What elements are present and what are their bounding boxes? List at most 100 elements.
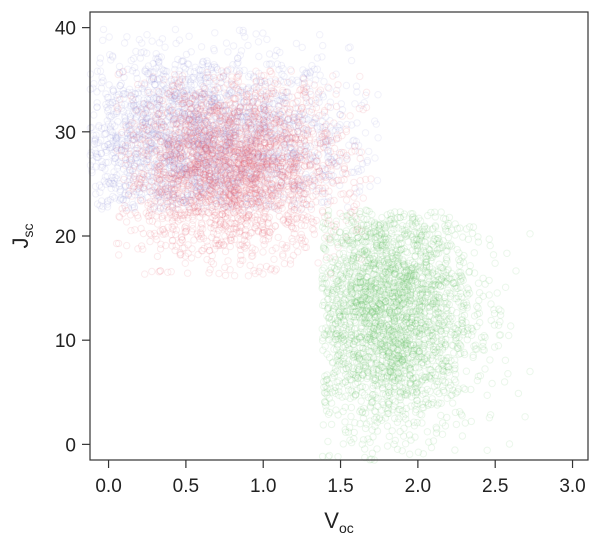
data-point — [162, 139, 171, 148]
data-point — [209, 137, 218, 145]
data-point — [231, 102, 239, 110]
data-point — [234, 58, 242, 67]
data-point — [173, 177, 182, 185]
data-point — [183, 157, 192, 165]
data-point — [103, 93, 112, 102]
data-point — [275, 212, 284, 220]
data-point — [229, 60, 237, 69]
data-point — [90, 140, 99, 148]
data-point — [188, 141, 196, 149]
data-point — [336, 121, 344, 129]
data-point — [212, 63, 221, 72]
data-point — [199, 71, 207, 79]
data-point — [232, 67, 241, 75]
data-point — [264, 118, 272, 126]
data-point — [155, 110, 163, 118]
data-point — [128, 100, 136, 108]
data-point — [303, 69, 311, 78]
data-point — [152, 116, 160, 125]
data-point — [146, 131, 154, 140]
data-point — [229, 179, 237, 188]
data-point — [139, 111, 147, 119]
data-point — [181, 110, 189, 118]
data-point — [208, 185, 216, 193]
data-point — [217, 150, 225, 159]
data-point — [106, 125, 114, 133]
data-point — [302, 126, 311, 134]
data-point — [117, 145, 125, 153]
data-point — [209, 160, 218, 168]
data-point — [194, 140, 202, 149]
data-point — [282, 96, 290, 105]
data-point — [122, 218, 131, 226]
data-point — [355, 187, 364, 195]
data-point — [121, 112, 129, 120]
data-point — [262, 154, 270, 163]
data-point — [255, 69, 263, 78]
data-point — [188, 104, 196, 113]
data-point — [106, 180, 114, 188]
data-point — [216, 93, 224, 102]
data-point — [232, 165, 240, 173]
data-point — [221, 169, 229, 178]
data-point — [148, 130, 157, 139]
data-point — [177, 126, 185, 134]
data-point — [139, 114, 147, 122]
data-point — [118, 68, 127, 76]
data-point — [183, 177, 191, 185]
data-point — [276, 171, 284, 179]
data-point — [151, 81, 159, 89]
data-point — [290, 112, 298, 121]
data-point — [277, 118, 285, 126]
data-point — [264, 78, 272, 87]
data-point — [227, 138, 235, 147]
data-point — [199, 136, 207, 145]
data-point — [88, 166, 96, 174]
data-point — [111, 158, 119, 166]
data-point — [183, 200, 191, 209]
data-point — [175, 70, 183, 79]
data-point — [196, 93, 204, 101]
data-point — [288, 149, 296, 158]
data-point — [111, 154, 119, 163]
data-point — [333, 122, 342, 131]
data-point — [126, 102, 134, 110]
data-point — [241, 149, 250, 157]
data-point — [171, 60, 179, 69]
data-point — [316, 123, 324, 131]
data-point — [263, 60, 271, 69]
data-point — [238, 206, 247, 214]
data-point — [161, 182, 170, 191]
data-point — [96, 59, 104, 67]
data-point — [312, 76, 320, 84]
data-point — [201, 144, 210, 152]
data-point — [188, 142, 197, 151]
data-point — [204, 133, 212, 141]
data-point — [165, 93, 174, 102]
data-point — [108, 52, 117, 60]
data-point — [248, 147, 257, 156]
data-point — [216, 154, 224, 162]
data-point — [207, 144, 215, 153]
data-point — [229, 204, 237, 213]
data-point — [235, 70, 244, 78]
data-point — [204, 94, 213, 103]
data-point — [131, 147, 140, 155]
data-point — [112, 91, 121, 100]
data-point — [158, 190, 166, 199]
data-point — [231, 128, 240, 136]
data-point — [260, 118, 268, 126]
data-point — [170, 95, 178, 103]
data-point — [208, 158, 216, 166]
data-point — [236, 173, 244, 181]
data-point — [179, 57, 188, 65]
data-point — [190, 97, 198, 106]
data-point — [290, 164, 298, 172]
data-point — [262, 165, 270, 173]
data-point — [170, 100, 178, 109]
data-point — [250, 94, 258, 102]
data-point — [320, 198, 328, 206]
data-point — [250, 115, 258, 123]
data-point — [235, 140, 243, 149]
data-point — [139, 96, 148, 104]
